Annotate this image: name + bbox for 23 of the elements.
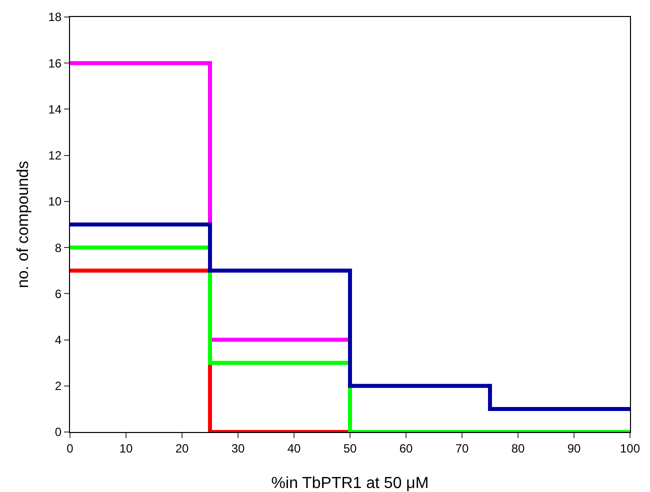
y-tick-label: 4 xyxy=(54,332,62,347)
y-axis-title: no. of compounds xyxy=(15,160,32,288)
x-tick-label: 0 xyxy=(66,441,74,456)
x-tick-label: 60 xyxy=(399,441,413,456)
x-tick-label: 80 xyxy=(511,441,525,456)
x-tick-label: 20 xyxy=(175,441,189,456)
x-tick-label: 90 xyxy=(567,441,581,456)
x-tick-label: 10 xyxy=(119,441,133,456)
y-tick-label: 12 xyxy=(48,148,62,163)
x-tick-label: 70 xyxy=(455,441,469,456)
y-tick-label: 16 xyxy=(48,56,62,70)
x-tick-label: 30 xyxy=(231,441,245,456)
x-axis-title: %in TbPTR1 at 50 μM xyxy=(271,475,429,492)
x-tick-label: 40 xyxy=(287,441,301,456)
y-tick-label: 0 xyxy=(54,425,62,440)
y-tick-label: 6 xyxy=(54,286,62,301)
x-tick-label: 50 xyxy=(343,441,357,456)
y-tick-label: 18 xyxy=(48,10,62,24)
y-tick-label: 10 xyxy=(48,194,62,209)
y-tick-label: 2 xyxy=(54,379,62,394)
y-tick-label: 8 xyxy=(54,240,62,255)
x-tick-label: 100 xyxy=(620,441,640,456)
y-tick-label: 14 xyxy=(48,102,62,116)
